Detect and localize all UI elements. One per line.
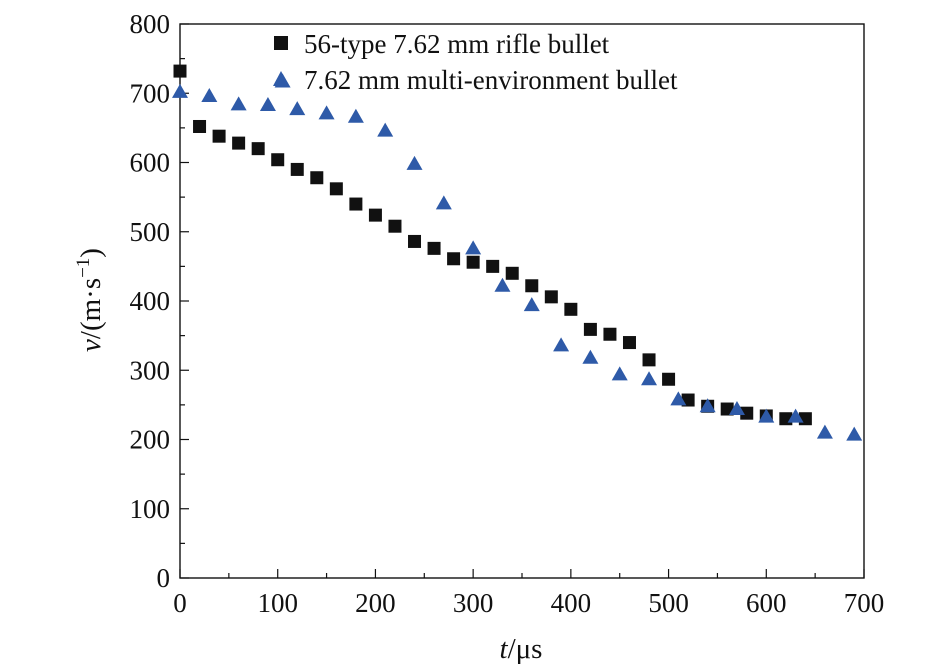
data-point-square [466,255,480,269]
legend: 56-type 7.62 mm rifle bullet 7.62 mm mul… [273,29,678,95]
x-tick-label: 300 [453,588,494,618]
legend-item-multi-environment-bullet: 7.62 mm multi-environment bullet [273,65,678,95]
y-axis-variable: v [75,339,107,352]
data-point-square [368,208,382,222]
svg-text:v/(m·s−1): v/(m·s−1) [73,248,107,352]
data-point-square [642,353,656,367]
data-point-square [447,252,461,266]
data-point-square [427,241,441,255]
y-tick-label: 400 [130,286,171,316]
plot-frame [179,23,865,579]
data-point-triangle [816,424,833,439]
data-point-triangle [699,398,716,413]
data-point-triangle [553,337,570,352]
data-point-square [622,336,636,350]
y-tick-label: 700 [130,78,171,108]
data-point-triangle [728,401,745,416]
data-point-triangle [465,240,482,255]
x-axis-unit: /μs [508,633,543,665]
data-point-square [329,182,343,196]
x-tick-label: 200 [355,588,396,618]
y-tick-label: 800 [130,9,171,39]
x-axis-title: t/μs [500,633,543,665]
data-point-square [271,153,285,167]
y-tick-label: 100 [130,494,171,524]
data-point-square [173,64,187,78]
data-point-square [603,327,617,341]
data-point-square [505,266,519,280]
legend-label-multi-environment-bullet: 7.62 mm multi-environment bullet [304,65,678,95]
legend-square-marker [274,36,288,50]
x-tick-label: 0 [173,588,187,618]
data-point-square [564,302,578,316]
y-tick-label: 600 [130,148,171,178]
data-point-triangle [318,105,335,120]
y-axis-unit-exponent: −1 [73,258,94,278]
data-point-square [290,162,304,176]
x-tick-label: 400 [551,588,592,618]
x-tick-label: 100 [257,588,298,618]
series-multi-environment-bullet [172,73,863,441]
data-point-triangle [758,408,775,423]
data-point-triangle [347,108,364,123]
data-point-triangle [435,195,452,210]
data-point-square [486,259,500,273]
svg-text:t/μs: t/μs [500,633,543,665]
data-point-square [720,402,734,416]
data-point-triangle [670,391,687,406]
data-point-square [583,322,597,336]
data-point-square [408,234,422,248]
data-point-square [740,406,754,420]
data-point-square [544,290,558,304]
data-point-triangle [230,96,247,111]
data-point-square [349,197,363,211]
data-point-square [251,142,265,156]
y-tick-label: 500 [130,217,171,247]
data-point-square [310,171,324,185]
x-tick-label: 600 [746,588,787,618]
data-point-square [662,372,676,386]
data-point-triangle [523,297,540,312]
data-point-triangle [289,101,306,116]
x-tick-label: 500 [648,588,689,618]
data-point-triangle [611,366,628,381]
data-point-square [388,219,402,233]
data-point-triangle [787,408,804,423]
x-axis-variable: t [500,633,509,665]
axes: 0 100 200 300 400 500 600 700 0 100 200 300 400 500 60… [130,9,885,618]
data-point-triangle [406,155,423,170]
data-point-triangle [582,349,599,364]
data-point-triangle [259,97,276,112]
data-marks [172,64,863,441]
data-point-triangle [641,371,658,386]
legend-triangle-marker [273,71,289,86]
data-point-triangle [377,122,394,137]
y-tick-label: 300 [130,355,171,385]
y-axis-unit: /(m·s [75,278,107,339]
y-tick-label: 0 [157,563,171,593]
y-tick-label: 200 [130,425,171,455]
data-point-triangle [172,83,188,98]
y-axis-title: v/(m·s−1) [73,248,107,352]
data-point-square [212,129,226,143]
series-rifle-bullet [173,64,812,426]
x-tick-label: 700 [844,588,885,618]
data-point-square [193,119,207,133]
data-point-triangle [201,88,218,103]
legend-item-rifle-bullet: 56-type 7.62 mm rifle bullet [274,29,610,59]
data-point-square [525,279,539,293]
data-point-triangle [846,426,863,441]
y-axis-unit-close: ) [75,248,107,258]
data-point-square [232,136,246,150]
data-point-triangle [494,277,511,292]
legend-label-rifle-bullet: 56-type 7.62 mm rifle bullet [304,29,610,59]
